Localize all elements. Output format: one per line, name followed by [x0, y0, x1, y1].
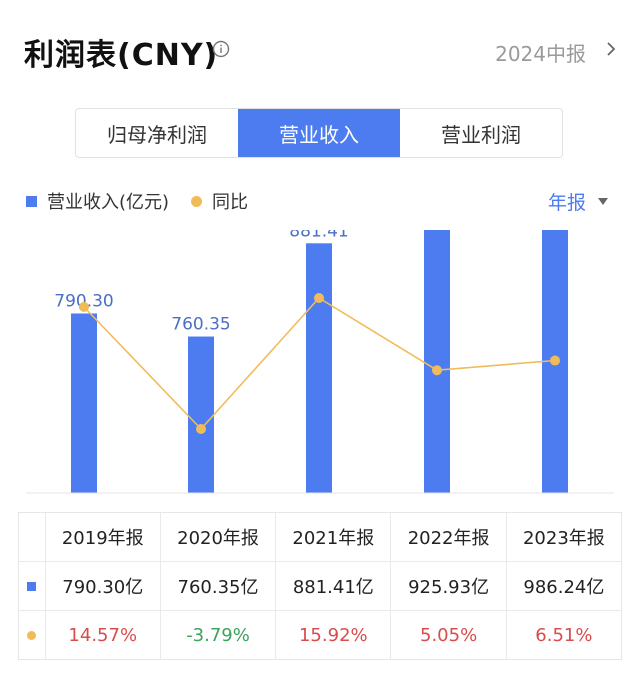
bar-value-label: 790.30: [54, 291, 113, 311]
revenue-cell: 925.93亿: [390, 562, 505, 610]
revenue-cell: 790.30亿: [62, 577, 144, 598]
frequency-label: 年报: [547, 192, 586, 214]
yoy-cell: 14.57%: [68, 624, 138, 646]
revenue-cell: 881.41亿: [275, 562, 390, 610]
revenue-bar: [71, 313, 97, 493]
header: 利润表(CNY) 2024中报: [0, 0, 640, 100]
data-table: 2019年报 2020年报 2021年报 2022年报 2023年报 790.3…: [18, 512, 622, 660]
table-header-cell: 2021年报: [275, 513, 390, 561]
table-header-cell: 2023年报: [505, 513, 621, 561]
line-legend-swatch: [191, 195, 203, 207]
table-header-cell: 2020年报: [159, 513, 275, 561]
yoy-cell: 5.05%: [390, 611, 505, 659]
yoy-cell: -3.79%: [159, 611, 275, 659]
yoy-point: [79, 301, 89, 312]
yoy-marker: [27, 630, 37, 640]
revenue-bar: [188, 336, 214, 493]
table-row-revenue: 790.30亿 760.35亿 881.41亿 925.93亿 986.24亿: [19, 562, 621, 611]
revenue-marker: [27, 581, 37, 591]
frequency-dropdown[interactable]: 年报: [548, 188, 608, 215]
revenue-bar: [306, 243, 332, 493]
info-icon[interactable]: [212, 40, 230, 58]
table-header-cell: 2019年报: [61, 528, 144, 549]
table-header-cell: 2022年报: [390, 513, 505, 561]
period-selector[interactable]: 2024中报: [495, 42, 586, 66]
bar-value-label: 881.41: [289, 230, 348, 241]
tab-net-profit[interactable]: 归母净利润: [107, 122, 207, 147]
bar-value-label: 760.35: [171, 315, 230, 335]
page-title: 利润表(CNY): [24, 38, 219, 73]
metric-tabs: 归母净利润 营业收入 营业利润: [75, 108, 563, 158]
yoy-cell: 6.51%: [505, 611, 621, 659]
yoy-point: [432, 365, 442, 376]
bar-legend-swatch: [26, 195, 37, 207]
tab-revenue[interactable]: 营业收入: [238, 109, 400, 157]
table-header-row: 2019年报 2020年报 2021年报 2022年报 2023年报: [19, 513, 621, 562]
chevron-right-icon[interactable]: [604, 40, 618, 58]
yoy-point: [314, 293, 324, 303]
table-row-yoy: 14.57% -3.79% 15.92% 5.05% 6.51%: [19, 611, 621, 659]
bar-legend-label: 营业收入(亿元): [47, 192, 170, 213]
chart-legend: 营业收入(亿元) 同比: [26, 188, 248, 214]
yoy-point: [196, 424, 206, 434]
tab-operating-profit[interactable]: 营业利润: [441, 122, 521, 147]
revenue-cell: 760.35亿: [159, 562, 275, 610]
yoy-point: [550, 355, 560, 366]
revenue-cell: 986.24亿: [505, 562, 621, 610]
revenue-bar: [424, 230, 450, 493]
line-legend-label: 同比: [212, 192, 249, 213]
caret-down-icon: [598, 197, 608, 205]
yoy-cell: 15.92%: [275, 611, 390, 659]
